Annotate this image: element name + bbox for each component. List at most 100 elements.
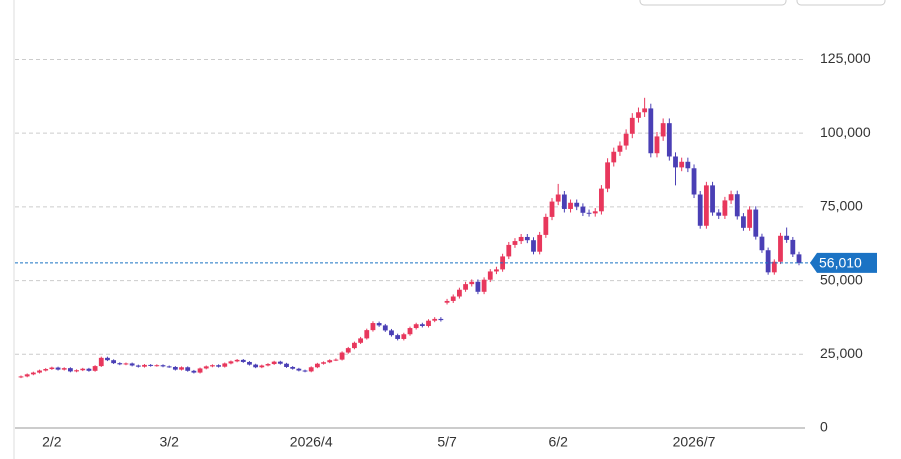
candle-body	[376, 323, 382, 326]
candle-body	[302, 370, 308, 372]
candle-body	[568, 202, 573, 209]
candle-body	[549, 201, 555, 217]
y-tick-label: 100,000	[820, 124, 871, 140]
candle-body	[487, 271, 493, 280]
y-tick-label: 125,000	[820, 50, 871, 66]
candle-body	[86, 368, 92, 371]
candle-body	[18, 376, 24, 378]
x-tick-label: 2/2	[42, 434, 62, 450]
candle-body	[771, 261, 777, 273]
candle-body	[74, 370, 79, 372]
toolbar-button[interactable]	[639, 0, 787, 6]
candle-body	[296, 368, 302, 371]
candle-body	[432, 318, 438, 321]
candle-body	[148, 364, 154, 366]
candle-body	[253, 364, 259, 368]
candle-body	[364, 330, 370, 339]
candle-body	[753, 209, 759, 237]
candle-body	[395, 335, 401, 339]
x-tick-label: 6/2	[548, 434, 568, 450]
candle-body	[30, 372, 36, 375]
candle-body	[277, 361, 283, 364]
x-tick-label: 2026/7	[673, 434, 716, 450]
candle-body	[543, 216, 549, 235]
candle-body	[389, 330, 394, 336]
candle-body	[358, 338, 364, 343]
candle-body	[765, 250, 771, 273]
candle-body	[642, 108, 648, 113]
candle-body	[216, 365, 221, 367]
candle-body	[166, 366, 172, 368]
candle-body	[314, 363, 320, 368]
candle-body	[142, 364, 147, 367]
candle-body	[561, 194, 567, 209]
candle-body	[574, 202, 580, 207]
candle-body	[481, 279, 487, 292]
candle-body	[586, 212, 592, 214]
candle-body	[160, 365, 166, 367]
candle-body	[290, 366, 296, 369]
candle-body	[407, 328, 413, 335]
candle-body	[697, 194, 703, 226]
candle-body	[172, 366, 178, 370]
candle-body	[339, 352, 345, 360]
candle-body	[790, 239, 796, 255]
candle-body	[105, 357, 110, 361]
y-tick-label: 25,000	[820, 345, 863, 361]
y-tick-label: 0	[820, 419, 828, 435]
candle-body	[784, 235, 790, 240]
candle-body	[660, 123, 666, 137]
candle-body	[67, 368, 73, 372]
candle-body	[716, 212, 722, 216]
candle-body	[456, 289, 462, 297]
candle-body	[592, 211, 598, 214]
candle-body	[203, 366, 209, 369]
candle-body	[673, 156, 678, 168]
candle-body	[61, 368, 67, 370]
toolbar-button[interactable]	[796, 0, 886, 6]
candle-body	[537, 234, 543, 252]
candle-body	[469, 281, 475, 285]
candle-body	[413, 324, 419, 329]
candle-body	[599, 188, 604, 212]
candle-body	[222, 363, 228, 367]
candle-body	[703, 185, 709, 226]
candle-body	[98, 357, 104, 367]
x-tick-label: 2026/4	[290, 434, 333, 450]
candle-body	[734, 194, 740, 217]
candle-body	[710, 185, 715, 213]
candle-body	[796, 254, 802, 263]
candle-body	[111, 360, 117, 364]
candle-body	[629, 117, 635, 134]
candle-body	[135, 365, 141, 367]
candle-body	[654, 136, 660, 154]
candle-body	[475, 281, 481, 292]
candle-body	[271, 361, 277, 365]
candle-body	[450, 296, 456, 301]
candle-body	[728, 194, 734, 201]
candle-body	[308, 367, 314, 372]
candle-body	[463, 284, 468, 290]
candle-body	[117, 363, 123, 365]
candle-body	[240, 359, 246, 362]
candle-body	[55, 367, 61, 370]
candle-body	[691, 168, 697, 195]
candle-body	[179, 367, 184, 370]
x-tick-label: 3/2	[159, 434, 179, 450]
candle-body	[321, 362, 326, 364]
candle-body	[518, 236, 524, 242]
candle-body	[345, 348, 351, 353]
y-tick-label: 75,000	[820, 198, 863, 214]
candle-body	[555, 194, 561, 202]
candle-body	[648, 108, 654, 154]
candle-body	[747, 209, 753, 228]
candle-body	[49, 367, 55, 370]
candle-body	[778, 235, 783, 262]
candle-body	[197, 368, 203, 373]
candle-body	[382, 325, 388, 331]
candle-body	[506, 244, 512, 257]
candle-body	[154, 365, 160, 367]
candle-body	[580, 206, 586, 213]
candle-body	[444, 300, 450, 303]
